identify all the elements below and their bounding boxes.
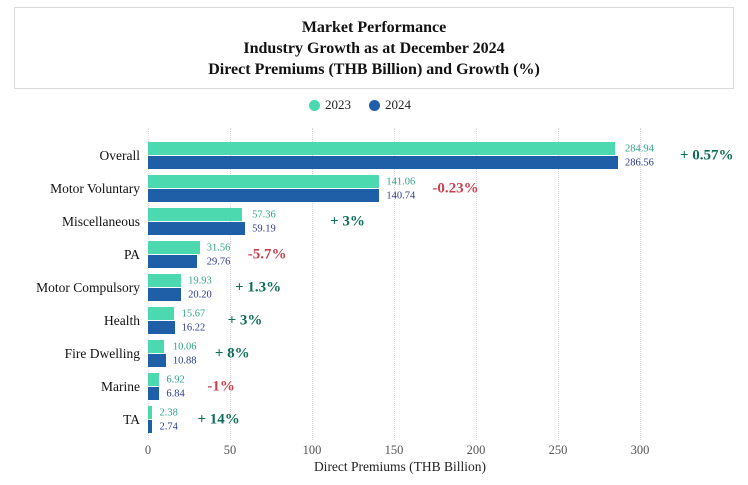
bar-2024-overall bbox=[148, 156, 618, 169]
value-label-2023: 31.56 bbox=[206, 242, 231, 253]
value-label-2024: 29.76 bbox=[206, 256, 231, 267]
value-label-2024: 10.88 bbox=[172, 355, 197, 366]
bar-2023-motor-voluntary bbox=[148, 175, 380, 188]
bar-2024-motor-voluntary bbox=[148, 189, 379, 202]
gridline-150 bbox=[394, 128, 395, 440]
bar-2024-health bbox=[148, 321, 175, 334]
bar-2023-miscellaneous bbox=[148, 208, 243, 221]
category-label-overall: Overall bbox=[99, 147, 140, 163]
growth-label-miscellaneous: + 3% bbox=[330, 213, 365, 229]
bar-2023-overall bbox=[148, 142, 616, 155]
value-label-2023: 141.06 bbox=[386, 176, 416, 187]
bar-2024-miscellaneous bbox=[148, 222, 246, 235]
bar-2024-fire-dwelling bbox=[148, 354, 166, 367]
growth-label-marine: -1% bbox=[207, 378, 235, 394]
chart-title-line-1: Market Performance bbox=[301, 18, 447, 36]
value-label-2023: 6.92 bbox=[166, 374, 185, 385]
bar-2023-motor-compulsory bbox=[148, 274, 181, 287]
legend: 2023 2024 bbox=[0, 97, 720, 113]
chart-title-line-3: Direct Premiums (THB Billion) and Growth… bbox=[208, 60, 540, 78]
bar-2023-health bbox=[148, 307, 174, 320]
chart-title-line-2: Industry Growth as at December 2024 bbox=[243, 39, 505, 57]
x-tick-label-300: 300 bbox=[630, 443, 650, 457]
chart-title-box: Market Performance Industry Growth as at… bbox=[14, 7, 734, 89]
x-tick-label-250: 250 bbox=[548, 443, 568, 457]
x-tick-label-100: 100 bbox=[302, 443, 322, 457]
category-label-pa: PA bbox=[123, 246, 140, 262]
bar-2024-pa bbox=[148, 255, 197, 268]
legend-dot-2023-icon bbox=[309, 99, 320, 111]
growth-label-ta: + 14% bbox=[197, 411, 240, 427]
bar-2024-motor-compulsory bbox=[148, 288, 182, 301]
category-label-ta: TA bbox=[123, 411, 140, 427]
bar-2023-ta bbox=[148, 406, 152, 419]
value-label-2023: 57.36 bbox=[252, 209, 276, 220]
bar-2024-marine bbox=[148, 387, 160, 400]
x-tick-label-200: 200 bbox=[466, 443, 486, 457]
legend-label-2023: 2023 bbox=[325, 97, 351, 112]
value-label-2024: 286.56 bbox=[624, 157, 654, 168]
value-label-2023: 19.93 bbox=[188, 275, 212, 286]
growth-label-fire-dwelling: + 8% bbox=[214, 345, 250, 361]
gridline-100 bbox=[312, 128, 313, 440]
growth-label-overall: + 0.57% bbox=[679, 147, 734, 163]
bar-2023-fire-dwelling bbox=[148, 340, 165, 353]
category-label-miscellaneous: Miscellaneous bbox=[62, 213, 140, 229]
growth-label-motor-compulsory: + 1.3% bbox=[235, 279, 282, 295]
category-label-fire-dwelling: Fire Dwelling bbox=[64, 345, 140, 361]
category-label-health: Health bbox=[104, 312, 140, 328]
value-label-2024: 6.84 bbox=[166, 388, 185, 399]
value-label-2023: 2.38 bbox=[159, 407, 178, 418]
gridline-300 bbox=[640, 128, 641, 440]
value-label-2024: 59.19 bbox=[252, 223, 276, 234]
gridline-50 bbox=[230, 128, 231, 440]
value-label-2023: 10.06 bbox=[172, 341, 197, 352]
x-tick-label-150: 150 bbox=[384, 443, 404, 457]
value-label-2023: 284.94 bbox=[624, 143, 654, 154]
legend-label-2024: 2024 bbox=[385, 97, 411, 112]
bar-2023-pa bbox=[148, 241, 200, 254]
category-label-motor-voluntary: Motor Voluntary bbox=[50, 180, 140, 196]
x-axis-title: Direct Premiums (THB Billion) bbox=[313, 459, 487, 474]
value-label-2024: 140.74 bbox=[386, 190, 416, 201]
category-label-motor-compulsory: Motor Compulsory bbox=[36, 279, 140, 295]
growth-label-pa: -5.7% bbox=[247, 246, 287, 262]
x-tick-label-50: 50 bbox=[223, 443, 237, 457]
bar-2024-ta bbox=[148, 420, 153, 433]
value-label-2024: 2.74 bbox=[159, 421, 178, 432]
value-label-2024: 20.20 bbox=[188, 289, 212, 300]
x-tick-label-0: 0 bbox=[144, 443, 152, 457]
legend-item-2023: 2023 bbox=[309, 97, 351, 113]
value-label-2024: 16.22 bbox=[181, 322, 206, 333]
category-label-marine: Marine bbox=[101, 378, 140, 394]
legend-item-2024: 2024 bbox=[369, 97, 411, 113]
value-label-2023: 15.67 bbox=[181, 308, 206, 319]
gridline-250 bbox=[558, 128, 559, 440]
growth-label-health: + 3% bbox=[227, 312, 263, 328]
growth-label-motor-voluntary: -0.23% bbox=[432, 180, 479, 196]
bar-2023-marine bbox=[148, 373, 160, 386]
legend-dot-2024-icon bbox=[369, 99, 380, 111]
gridline-200 bbox=[476, 128, 477, 440]
